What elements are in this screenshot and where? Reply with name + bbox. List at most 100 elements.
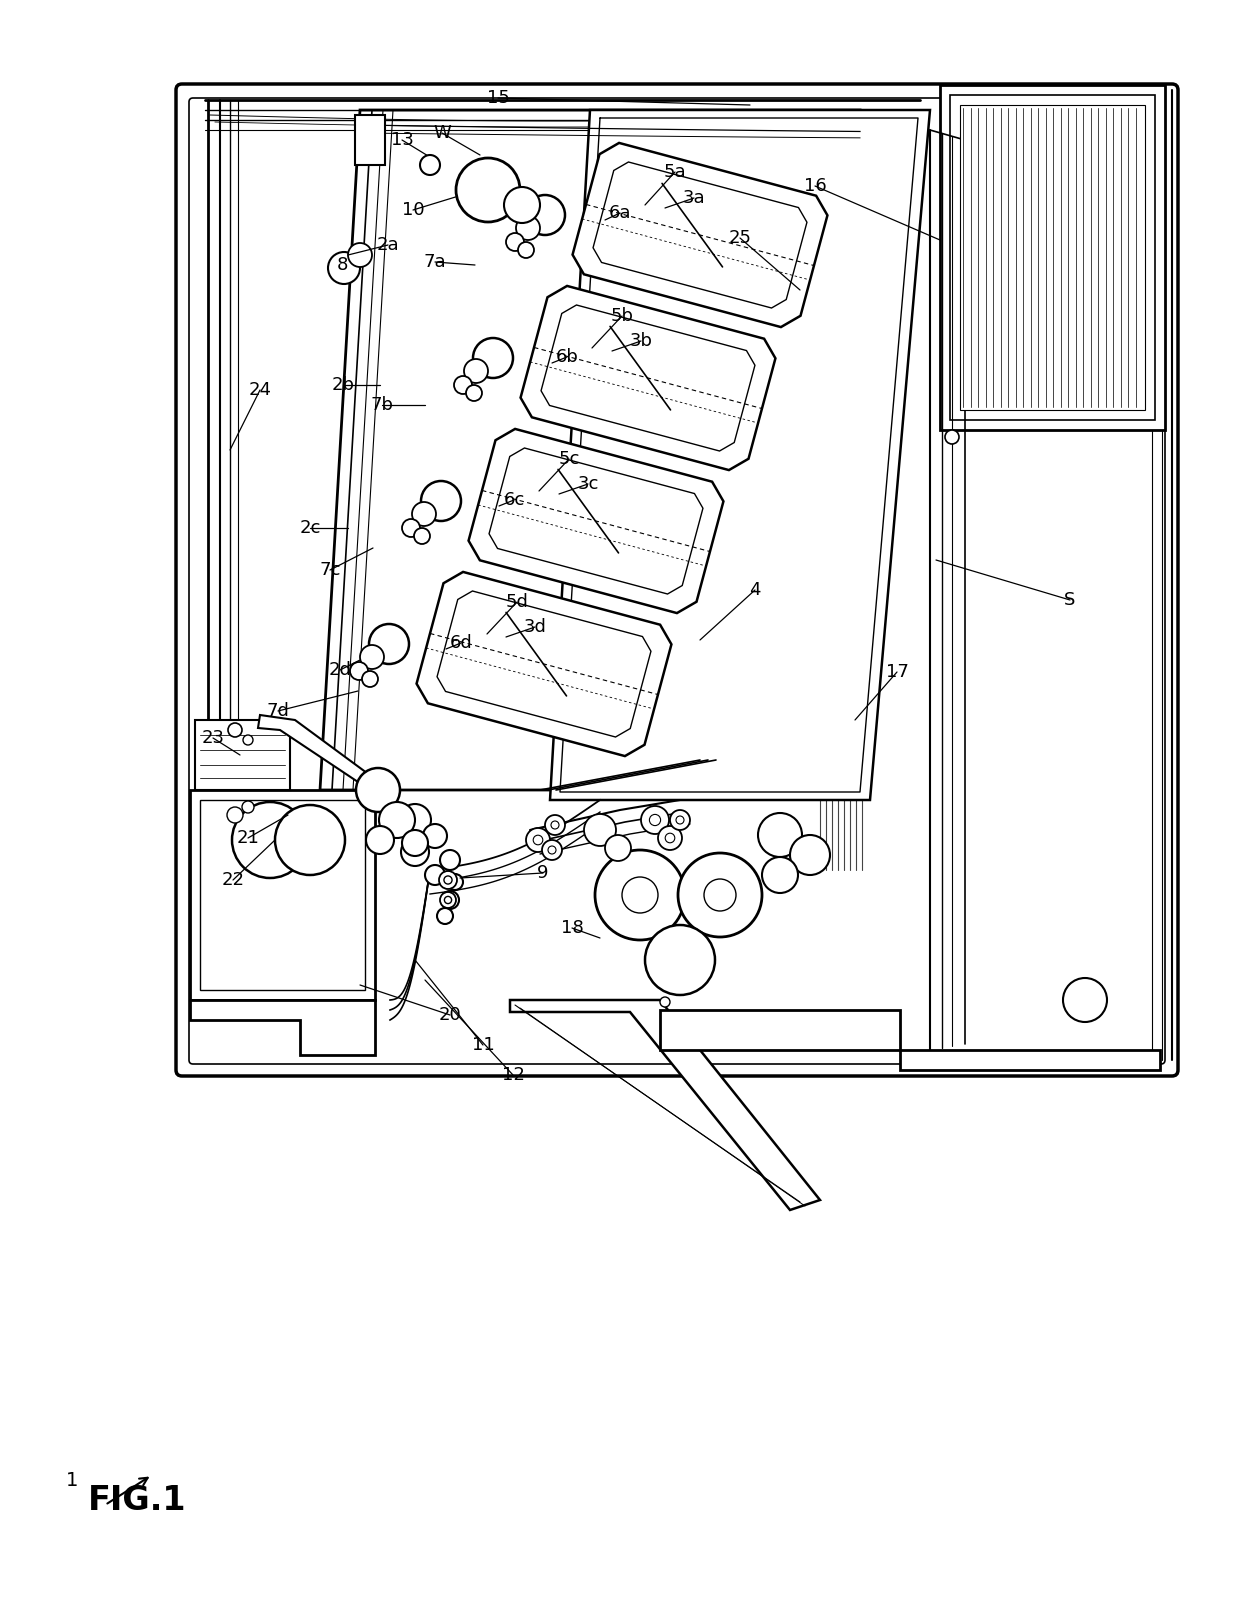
Polygon shape	[521, 285, 775, 469]
Circle shape	[370, 625, 409, 663]
Circle shape	[425, 865, 445, 884]
Circle shape	[704, 879, 737, 912]
Text: 11: 11	[471, 1036, 495, 1054]
Circle shape	[676, 815, 684, 823]
Polygon shape	[200, 799, 365, 990]
Text: 9: 9	[537, 863, 549, 883]
Polygon shape	[190, 790, 374, 1000]
Circle shape	[232, 803, 308, 878]
Polygon shape	[660, 1009, 1159, 1070]
Circle shape	[228, 723, 242, 737]
Circle shape	[622, 876, 658, 913]
Text: 6a: 6a	[609, 203, 631, 223]
Circle shape	[402, 830, 428, 855]
Text: 3b: 3b	[630, 332, 652, 349]
Text: 7c: 7c	[320, 561, 341, 578]
Circle shape	[645, 924, 715, 995]
Circle shape	[456, 159, 520, 223]
Circle shape	[518, 242, 534, 258]
Circle shape	[441, 891, 459, 908]
Circle shape	[650, 814, 661, 825]
Circle shape	[401, 838, 429, 867]
Circle shape	[758, 812, 802, 857]
Circle shape	[439, 871, 458, 889]
Circle shape	[548, 846, 556, 854]
Circle shape	[670, 811, 689, 830]
Circle shape	[503, 187, 539, 223]
Circle shape	[446, 875, 463, 891]
Circle shape	[464, 359, 489, 383]
Polygon shape	[950, 95, 1154, 420]
Circle shape	[525, 195, 565, 235]
Circle shape	[790, 835, 830, 875]
Text: 3c: 3c	[578, 476, 599, 493]
Text: 18: 18	[560, 920, 583, 937]
Circle shape	[466, 384, 482, 400]
Polygon shape	[355, 115, 384, 165]
Circle shape	[440, 851, 460, 870]
Polygon shape	[593, 162, 807, 308]
Text: 3d: 3d	[523, 618, 547, 636]
Circle shape	[526, 828, 551, 852]
Text: 5d: 5d	[506, 593, 528, 610]
Text: 2b: 2b	[331, 376, 355, 394]
Text: 5a: 5a	[663, 163, 686, 181]
Circle shape	[595, 851, 684, 940]
Polygon shape	[320, 111, 861, 790]
Circle shape	[423, 823, 446, 847]
Text: 2a: 2a	[377, 235, 399, 255]
Circle shape	[546, 815, 565, 835]
Text: FIG.1: FIG.1	[88, 1483, 186, 1517]
Polygon shape	[469, 429, 723, 614]
Circle shape	[379, 803, 415, 838]
Circle shape	[763, 857, 799, 892]
Circle shape	[329, 252, 360, 284]
Circle shape	[660, 996, 670, 1008]
Text: 15: 15	[486, 90, 510, 107]
Text: W: W	[433, 123, 451, 143]
Circle shape	[362, 671, 378, 687]
Text: 17: 17	[885, 663, 909, 681]
Circle shape	[454, 376, 472, 394]
Text: 5b: 5b	[610, 308, 634, 325]
Text: 3a: 3a	[683, 189, 706, 207]
Polygon shape	[258, 714, 391, 799]
Circle shape	[516, 216, 539, 240]
Text: 6b: 6b	[556, 348, 578, 365]
Circle shape	[275, 804, 345, 875]
Text: 10: 10	[402, 200, 424, 219]
Text: 6c: 6c	[503, 490, 525, 509]
Polygon shape	[510, 1000, 820, 1210]
Text: 23: 23	[201, 729, 224, 747]
Circle shape	[422, 481, 461, 521]
Polygon shape	[190, 1000, 374, 1056]
Circle shape	[420, 155, 440, 175]
Circle shape	[399, 804, 432, 836]
Text: 21: 21	[237, 828, 259, 847]
Text: 4: 4	[749, 582, 761, 599]
Circle shape	[444, 897, 451, 904]
Circle shape	[658, 827, 682, 851]
Circle shape	[584, 814, 616, 846]
Circle shape	[665, 833, 675, 843]
Text: 13: 13	[391, 131, 413, 149]
Polygon shape	[940, 85, 1166, 429]
Circle shape	[414, 529, 430, 545]
Text: 7a: 7a	[424, 253, 446, 271]
Circle shape	[360, 646, 384, 670]
Circle shape	[533, 835, 543, 844]
Circle shape	[444, 876, 453, 884]
Circle shape	[945, 429, 959, 444]
Text: 16: 16	[804, 176, 826, 195]
Text: 22: 22	[222, 871, 244, 889]
Circle shape	[440, 892, 456, 908]
Polygon shape	[960, 106, 1145, 410]
Text: S: S	[1064, 591, 1075, 609]
FancyBboxPatch shape	[176, 83, 1178, 1077]
Polygon shape	[489, 449, 703, 594]
Circle shape	[227, 807, 243, 823]
Text: 7b: 7b	[371, 396, 393, 413]
Circle shape	[605, 835, 631, 860]
Text: 20: 20	[439, 1006, 461, 1024]
Polygon shape	[573, 143, 827, 327]
